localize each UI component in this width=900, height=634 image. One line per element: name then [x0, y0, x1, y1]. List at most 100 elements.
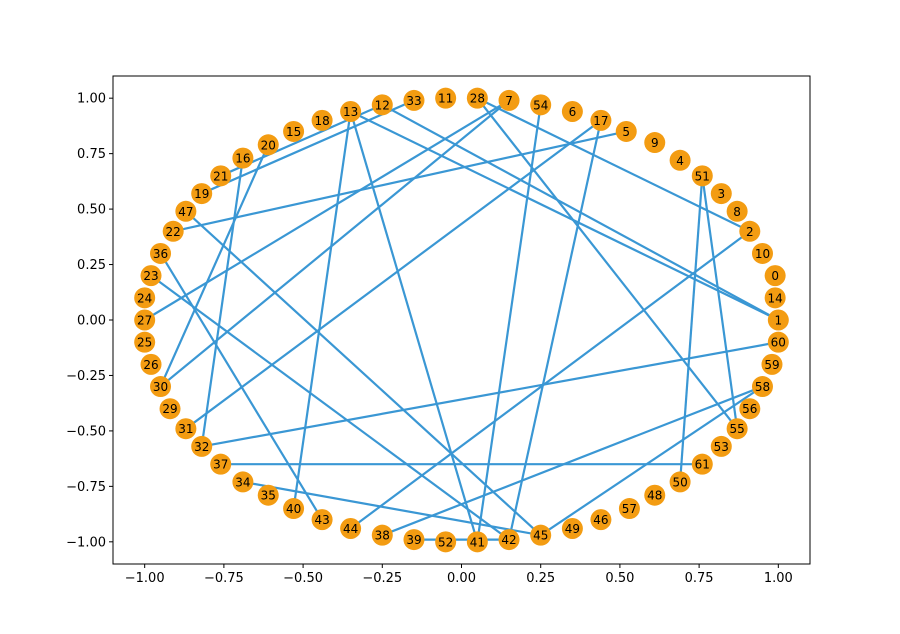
node-label: 19	[194, 187, 209, 201]
node-2: 2	[739, 220, 761, 242]
node-marker	[150, 242, 172, 264]
node-label: 22	[166, 225, 181, 239]
y-axis-ticks: 1.00 0.75 0.50 0.25 0.00 −0.25 −0.50 −0.75 −1.00	[66, 92, 113, 550]
node-marker	[210, 165, 232, 187]
node-61: 61	[691, 453, 713, 475]
node-46: 46	[590, 509, 612, 531]
x-tick-label: −0.75	[204, 571, 244, 586]
node-label: 40	[286, 502, 301, 516]
node-marker	[764, 287, 786, 309]
node-26: 26	[140, 353, 162, 375]
node-marker	[644, 132, 666, 154]
node-marker	[340, 518, 362, 540]
node-7: 7	[498, 89, 520, 111]
node-label: 54	[533, 98, 548, 112]
node-label: 58	[755, 380, 770, 394]
node-marker	[371, 524, 393, 546]
node-marker	[530, 524, 552, 546]
node-label: 26	[143, 358, 158, 372]
node-marker	[435, 87, 457, 109]
node-49: 49	[561, 518, 583, 540]
node-56: 56	[739, 398, 761, 420]
node-marker	[710, 435, 732, 457]
node-label: 27	[137, 314, 152, 328]
node-marker	[618, 498, 640, 520]
nodes-layer: 0123456789101112131415161718192021222324…	[134, 87, 789, 553]
node-label: 47	[178, 205, 193, 219]
node-52: 52	[435, 531, 457, 553]
node-57: 57	[618, 498, 640, 520]
edge-13-1	[350, 110, 779, 321]
node-marker	[134, 287, 156, 309]
node-13: 13	[340, 100, 362, 122]
node-16: 16	[232, 147, 254, 169]
node-label: 23	[143, 269, 158, 283]
node-marker	[669, 149, 691, 171]
node-marker	[751, 242, 773, 264]
node-marker	[403, 529, 425, 551]
node-label: 28	[470, 92, 485, 106]
node-label: 12	[375, 98, 390, 112]
node-6: 6	[561, 100, 583, 122]
node-marker	[739, 220, 761, 242]
node-marker	[739, 398, 761, 420]
node-label: 34	[235, 475, 250, 489]
node-8: 8	[726, 200, 748, 222]
node-label: 21	[213, 169, 228, 183]
node-marker	[257, 134, 279, 156]
node-label: 11	[438, 92, 453, 106]
node-label: 15	[286, 125, 301, 139]
y-tick-label: −0.50	[66, 424, 106, 439]
node-label: 3	[717, 187, 725, 201]
node-marker	[691, 453, 713, 475]
edge-51-55	[701, 175, 739, 429]
x-axis-ticks: −1.00 −0.75 −0.50 −0.25 0.00 0.25 0.50 0.75 1.00	[125, 564, 793, 586]
node-48: 48	[644, 484, 666, 506]
x-tick-label: −0.25	[362, 571, 402, 586]
node-55: 55	[726, 418, 748, 440]
edge-19-33	[201, 99, 415, 195]
y-tick-label: 0.50	[77, 203, 106, 218]
node-14: 14	[764, 287, 786, 309]
node-9: 9	[644, 132, 666, 154]
node-45: 45	[530, 524, 552, 546]
y-tick-label: 0.00	[77, 314, 106, 329]
node-37: 37	[210, 453, 232, 475]
node-label: 52	[438, 535, 453, 549]
node-label: 13	[343, 105, 358, 119]
edge-44-2	[349, 230, 751, 530]
node-label: 41	[470, 535, 485, 549]
edge-36-43	[159, 252, 324, 521]
node-marker	[311, 109, 333, 131]
node-44: 44	[340, 518, 362, 540]
x-tick-label: 0.50	[605, 571, 634, 586]
node-35: 35	[257, 484, 279, 506]
node-marker	[232, 471, 254, 493]
node-label: 5	[622, 125, 630, 139]
node-label: 42	[501, 533, 516, 547]
node-marker	[590, 509, 612, 531]
edge-23-42	[150, 274, 510, 541]
node-label: 44	[343, 522, 358, 536]
y-tick-label: −0.75	[66, 480, 106, 495]
node-label: 6	[569, 105, 577, 119]
node-54: 54	[530, 94, 552, 116]
node-marker	[162, 220, 184, 242]
node-label: 60	[771, 336, 786, 350]
node-label: 53	[714, 440, 729, 454]
node-15: 15	[283, 120, 305, 142]
edges-layer	[144, 97, 779, 543]
node-marker	[191, 183, 213, 205]
x-tick-label: 0.75	[685, 571, 714, 586]
node-25: 25	[134, 331, 156, 353]
node-marker	[530, 94, 552, 116]
edge-28-2	[476, 97, 751, 233]
node-label: 33	[406, 94, 421, 108]
node-label: 51	[695, 169, 710, 183]
node-marker	[403, 89, 425, 111]
y-tick-label: −0.25	[66, 369, 106, 384]
node-0: 0	[764, 265, 786, 287]
edge-54-41	[476, 104, 542, 542]
node-40: 40	[283, 498, 305, 520]
